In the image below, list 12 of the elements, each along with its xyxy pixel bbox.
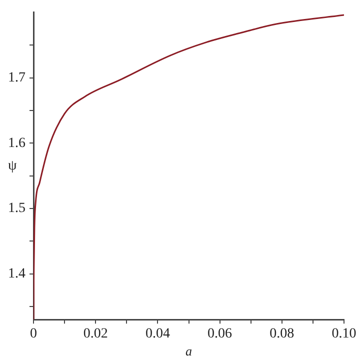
y-tick-label: 1.6 — [8, 136, 26, 151]
x-tick-label: 0.06 — [208, 326, 232, 342]
x-tick-label: 0.08 — [270, 326, 294, 342]
x-axis-title: a — [186, 344, 192, 359]
y-tick-label: 1.7 — [8, 70, 26, 86]
x-tick-label: 0.04 — [145, 326, 170, 342]
y-tick-label: 1.5 — [8, 201, 26, 216]
x-tick-label: 0 — [30, 326, 37, 342]
x-tick-label: 0.10 — [332, 326, 356, 342]
y-tick-label: 1.4 — [8, 266, 26, 282]
y-axis-title: ψ — [8, 158, 17, 174]
x-tick-label: 0.02 — [83, 326, 108, 342]
